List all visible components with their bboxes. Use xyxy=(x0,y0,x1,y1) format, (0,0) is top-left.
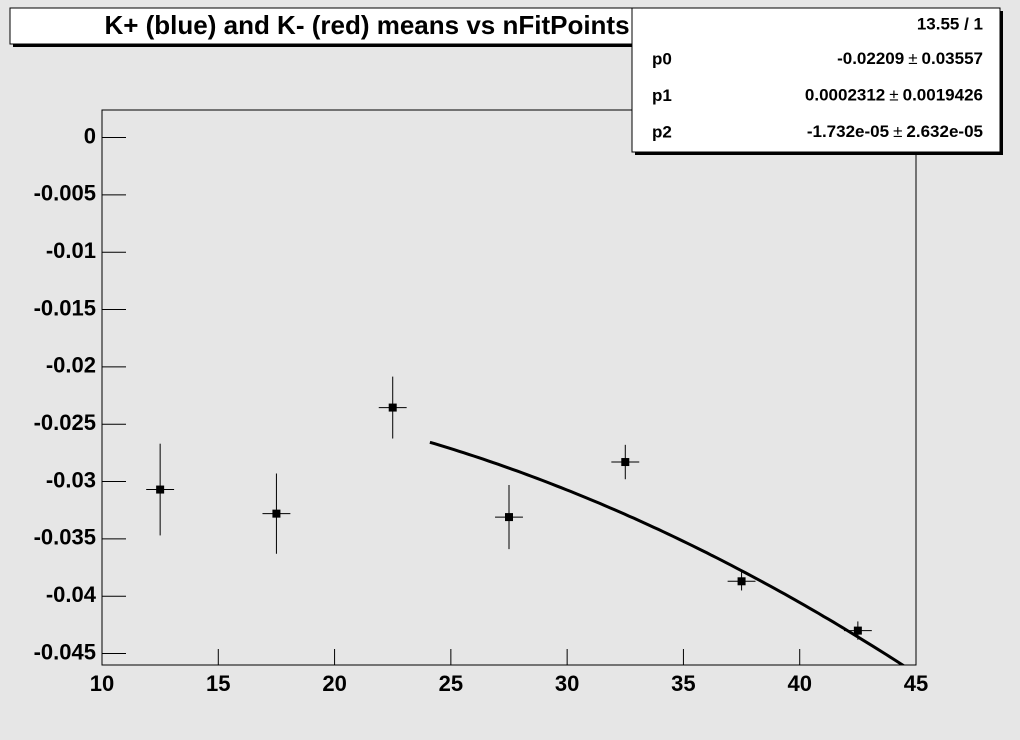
title-box xyxy=(9,7,725,45)
plus-minus: ± xyxy=(889,86,898,105)
marker xyxy=(853,626,862,635)
y-tick-label: -0.01 xyxy=(46,238,96,263)
param-value-number: -0.02209 xyxy=(837,49,904,68)
y-tick-label: -0.045 xyxy=(34,639,96,664)
param-value-number: -1.732e-05 xyxy=(807,122,889,141)
param-value: -0.02209 ±0.03557 xyxy=(837,49,983,68)
y-tick-label: -0.025 xyxy=(34,410,96,435)
x-tick-label: 25 xyxy=(439,671,463,696)
x-tick-label: 35 xyxy=(671,671,695,696)
marker xyxy=(621,458,630,467)
plus-minus: ± xyxy=(893,122,902,141)
param-value: 0.0002312 ±0.0019426 xyxy=(805,86,983,105)
fit-group xyxy=(429,440,906,665)
y-tick-label: 0 xyxy=(84,123,96,148)
x-tick-label: 15 xyxy=(206,671,230,696)
param-error: 0.03557 xyxy=(922,49,983,68)
param-value: -1.732e-05 ±2.632e-05 xyxy=(807,122,983,141)
y-tick-label: -0.015 xyxy=(34,295,96,320)
param-name: p0 xyxy=(652,49,672,68)
marker xyxy=(388,403,397,412)
x-tick-label: 30 xyxy=(555,671,579,696)
marker xyxy=(737,577,746,586)
plus-minus: ± xyxy=(908,49,917,68)
param-value-number: 0.0002312 xyxy=(805,86,885,105)
y-tick-label: -0.02 xyxy=(46,353,96,378)
marker xyxy=(156,485,165,494)
plot-frame xyxy=(101,109,917,666)
param-error: 0.0019426 xyxy=(903,86,983,105)
param-error: 2.632e-05 xyxy=(906,122,983,141)
param-name: p1 xyxy=(652,86,672,105)
x-tick-label: 10 xyxy=(90,671,114,696)
chi2-label: 13.55 / 1 xyxy=(917,14,983,33)
y-tick-label: -0.005 xyxy=(34,181,96,206)
param-name: p2 xyxy=(652,122,672,141)
y-tick-label: -0.03 xyxy=(46,467,96,492)
fit-curve xyxy=(429,440,906,665)
y-tick-label: -0.035 xyxy=(34,525,96,550)
marker xyxy=(505,513,513,522)
x-tick-label: 40 xyxy=(787,671,811,696)
stats-box xyxy=(631,7,1001,153)
y-tick-label: -0.04 xyxy=(46,582,97,607)
x-tick-label: 20 xyxy=(322,671,346,696)
chart-title: K+ (blue) and K- (red) means vs nFitPoin… xyxy=(104,10,629,40)
marker xyxy=(272,509,281,518)
x-tick-label: 45 xyxy=(904,671,928,696)
